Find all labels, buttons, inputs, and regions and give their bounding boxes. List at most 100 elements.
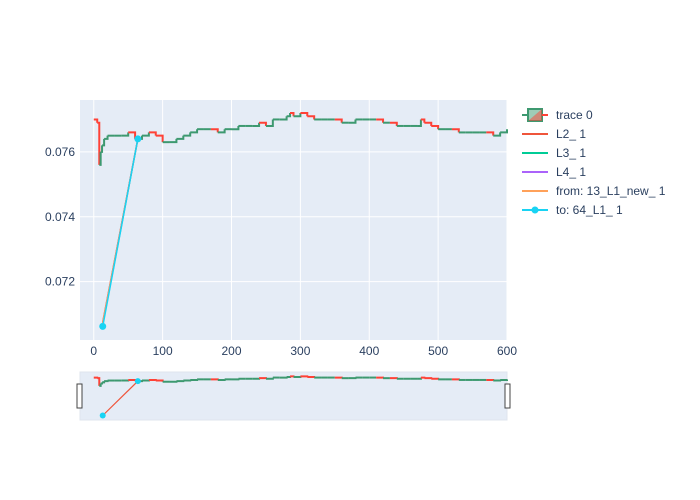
x-tick-label: 500 [428,344,448,358]
candlestick-segment [334,118,343,123]
candlestick-segment [300,111,309,117]
candlestick-segment [500,378,508,381]
line-to [101,138,139,327]
candlestick-segment [290,375,295,378]
candlestick-segment [231,378,240,381]
candlestick-segment [252,122,261,127]
candlestick-segment [176,135,185,140]
candlestick-segment [265,119,274,127]
candlestick-segment [389,377,398,380]
x-tick-label: 100 [153,344,173,358]
x-tick-label: 400 [359,344,379,358]
legend-item[interactable]: from: 13_L1_new_ 1 [522,184,666,198]
candlestick-segment [217,378,226,381]
range-slider-right-handle[interactable] [504,383,511,409]
candlestick-segment [121,379,130,382]
y-tick-label: 0.074 [45,210,75,224]
candlestick-segment [486,131,495,136]
legend: trace 0 L2_ 1 L3_ 1 L4_ 1 from: 13_L1_new_ 1… [522,108,666,217]
candlestick-segment [190,129,199,134]
candlestick-segment [210,128,219,133]
plot-series [93,111,508,330]
candlestick-segment [293,375,302,378]
candlestick-segment [128,131,137,139]
candlestick-decrease-icon [528,109,542,121]
candlestick-segment [279,116,288,121]
y-axis: 0.072 0.074 0.076 [45,145,75,289]
x-tick-label: 300 [290,344,310,358]
legend-item[interactable]: to: 64_L1_ 1 [522,203,623,217]
candlestick-segment [300,375,309,378]
x-tick-label: 600 [497,344,517,358]
to-marker [99,322,107,330]
candlestick-segment [420,118,426,123]
candlestick-segment [424,121,433,126]
legend-label: L3_ 1 [556,146,586,160]
range-slider-left-handle[interactable] [76,383,83,409]
candlestick-segment [169,380,178,383]
candlestick-segment [183,132,192,137]
legend-item[interactable]: L2_ 1 [522,127,586,141]
to-marker [134,135,142,143]
candlestick-segment [148,378,157,381]
candlestick-segment [99,151,102,166]
candlestick-segment [420,376,426,379]
x-tick-label: 0 [90,344,97,358]
candlestick-segment [334,376,343,379]
candlestick-segment [286,112,292,118]
candlestick-segment [148,131,157,136]
candlestick-segment [493,379,502,382]
legend-label: L2_ 1 [556,127,586,141]
candlestick-segment [424,377,433,380]
candlestick-segment [417,119,422,127]
legend-label: to: 64_L1_ 1 [556,203,623,217]
candlestick-segment [93,118,99,123]
candlestick-segment [348,119,357,124]
candlestick-segment [97,121,101,165]
candlestick-segment [259,377,267,380]
range-slider-series [93,375,508,419]
candlestick-segment [486,378,495,381]
legend-label: from: 13_L1_new_ 1 [556,184,666,198]
candlestick-segment [102,138,106,147]
candlestick-segment [104,380,109,383]
candlestick-segment [279,376,288,379]
plot-area [80,100,507,340]
candlestick-segment [376,376,385,379]
candlestick-segment [500,129,508,134]
slider-marker [99,412,106,419]
candlestick-segment [141,379,150,382]
candlestick-segment [190,378,199,381]
y-tick-label: 0.072 [45,275,75,289]
candlestick-segment [451,378,460,381]
candlestick-segment [307,375,316,378]
candlestick-segment [286,375,292,378]
legend-item[interactable]: L4_ 1 [522,165,586,179]
candlestick-segment [183,379,192,382]
candlestick-segment [431,377,440,380]
legend-item[interactable]: L3_ 1 [522,146,586,160]
slider-marker [134,378,141,385]
legend-item[interactable]: trace 0 [522,108,593,122]
candlestick-segment [389,121,398,126]
grid-lines [80,100,508,340]
candlestick-segment [141,132,150,137]
candlestick-segment [217,129,226,134]
candlestick-segment [93,376,99,379]
x-tick-label: 200 [222,344,242,358]
candlestick-segment [293,112,302,118]
legend-label: trace 0 [556,108,593,122]
candlestick-segment [252,377,261,380]
y-tick-label: 0.076 [45,145,75,159]
candlestick-segment [97,377,101,386]
candlestick-segment [431,124,440,130]
x-axis: 0 100 200 300 400 500 600 [90,344,517,358]
candlestick-segment [231,125,240,131]
candlestick-segment [451,128,460,133]
candlestick-segment [493,132,502,137]
candlestick-segment [104,135,109,140]
candlestick-segment [348,377,357,380]
candlestick-segment [290,111,295,117]
candlestick-segment [376,118,385,123]
